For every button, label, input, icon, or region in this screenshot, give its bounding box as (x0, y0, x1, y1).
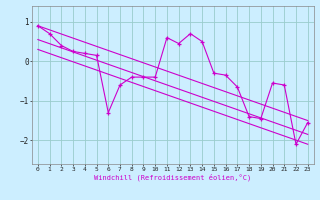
X-axis label: Windchill (Refroidissement éolien,°C): Windchill (Refroidissement éolien,°C) (94, 174, 252, 181)
